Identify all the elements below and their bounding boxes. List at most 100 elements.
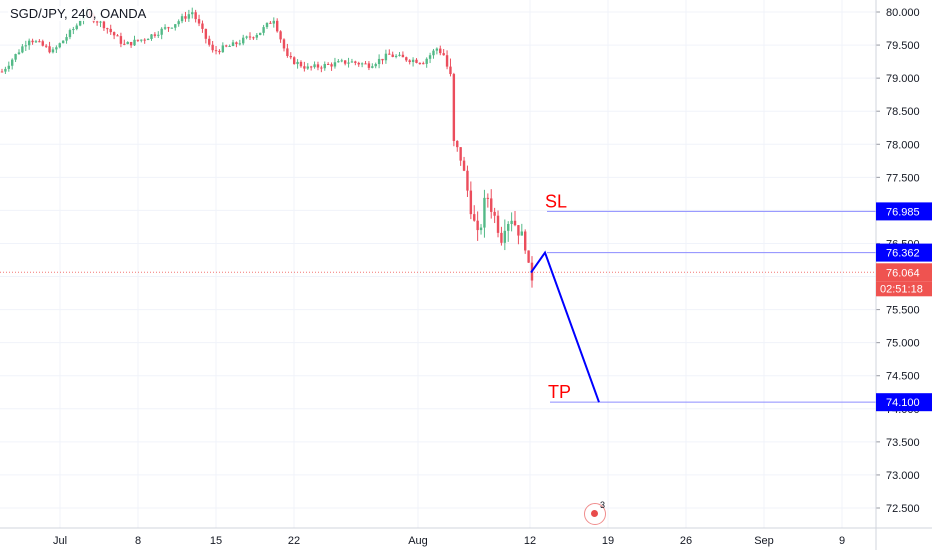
price-tick-label: 79.500: [886, 40, 920, 52]
candle-body: [425, 58, 428, 64]
grid: [0, 0, 876, 528]
time-tick-label: 8: [135, 535, 141, 547]
candle-body: [309, 66, 313, 68]
candle-body: [65, 37, 68, 41]
candle-body: [75, 25, 78, 30]
candle-body: [119, 36, 123, 44]
candle-body: [269, 22, 272, 24]
level-lines[interactable]: SL TP: [0, 191, 876, 403]
candle-body: [116, 35, 119, 37]
candle-body: [473, 214, 476, 221]
candle-body: [432, 50, 435, 56]
candle-body: [439, 48, 442, 54]
candle-body: [143, 39, 146, 41]
level-price-badge[interactable]: [876, 393, 932, 412]
candle-body: [306, 66, 309, 69]
candle-body: [520, 231, 524, 236]
candle-body: [275, 20, 279, 32]
candle-body: [408, 60, 411, 63]
candle-body: [153, 34, 157, 36]
candle-body: [479, 227, 483, 231]
candle-body: [194, 12, 197, 20]
candle-body: [21, 46, 24, 53]
candle-body: [377, 58, 381, 65]
countdown-badge: [876, 281, 932, 297]
candle-body: [41, 41, 44, 46]
time-tick-label: 19: [602, 535, 614, 547]
candle-body: [140, 39, 143, 41]
candle-body: [313, 64, 316, 68]
candle-body: [7, 65, 10, 69]
candle-body: [262, 27, 265, 33]
alert-reminder-icon[interactable]: 3: [584, 500, 606, 525]
candle-body: [292, 57, 296, 65]
candle-body: [524, 231, 527, 251]
candle-body: [136, 39, 140, 41]
candle-body: [180, 16, 184, 22]
candle-body: [316, 64, 320, 68]
price-tick-label: 78.500: [886, 106, 920, 118]
alert-count: 3: [600, 500, 606, 510]
price-tick-label: 77.500: [886, 172, 920, 184]
candle-body: [163, 27, 167, 29]
candle-body: [486, 197, 490, 199]
level-price-label: 76.985: [886, 206, 920, 218]
projection-drawing[interactable]: [530, 250, 600, 403]
candle-body: [31, 40, 34, 43]
candle-body: [418, 62, 422, 64]
candle-body: [326, 64, 330, 66]
price-tick-label: 79.000: [886, 73, 920, 85]
candle-body: [197, 19, 201, 24]
price-tick-label: 75.000: [886, 338, 920, 350]
candle-body: [476, 220, 479, 231]
candle-body: [177, 21, 180, 25]
level-text-label: TP: [548, 382, 571, 402]
candle-body: [469, 190, 473, 215]
price-axis[interactable]: 80.00079.50079.00078.50078.00077.50077.0…: [875, 0, 932, 550]
candle-body: [14, 54, 17, 60]
level-price-badge[interactable]: [876, 243, 932, 262]
candle-body: [452, 74, 456, 141]
candle-body: [214, 50, 218, 52]
candle-body: [102, 21, 106, 29]
candle-body: [415, 59, 418, 63]
candle-body: [126, 41, 129, 45]
candle-body: [265, 22, 269, 28]
candle-body: [51, 49, 55, 53]
time-tick-label: 26: [680, 535, 692, 547]
candle-body: [187, 14, 191, 19]
candle-body: [462, 160, 466, 171]
candle-body: [184, 16, 187, 19]
candle-body: [320, 67, 323, 69]
candle-body: [68, 30, 72, 38]
candle-body: [340, 60, 343, 62]
candle-body: [150, 34, 153, 39]
candle-body: [449, 66, 452, 75]
time-axis[interactable]: Jul 8 15 22 Aug 12 19 26 Sep 9: [0, 527, 932, 547]
candle-body: [388, 53, 391, 55]
candle-body: [174, 24, 177, 28]
candle-body: [72, 29, 75, 31]
candle-body: [347, 62, 350, 64]
candle-body: [4, 68, 7, 72]
candle-body: [231, 42, 235, 47]
level-price-badge[interactable]: [876, 202, 932, 221]
price-tick-label: 75.500: [886, 305, 920, 317]
candle-body: [303, 66, 306, 69]
candle-body: [411, 59, 415, 63]
projection-line[interactable]: [530, 250, 600, 403]
candle-body: [10, 59, 14, 66]
candle-body: [255, 34, 259, 38]
candle-body: [323, 64, 326, 69]
last-price-badge[interactable]: [876, 263, 932, 282]
candle-body: [99, 21, 102, 23]
candle-body: [44, 45, 48, 47]
time-tick-label: Sep: [754, 535, 774, 547]
candle-body: [191, 12, 194, 15]
candle-body: [17, 52, 21, 55]
candle-body: [160, 28, 163, 35]
candle-body: [78, 20, 82, 26]
price-tick-label: 73.000: [886, 470, 920, 482]
